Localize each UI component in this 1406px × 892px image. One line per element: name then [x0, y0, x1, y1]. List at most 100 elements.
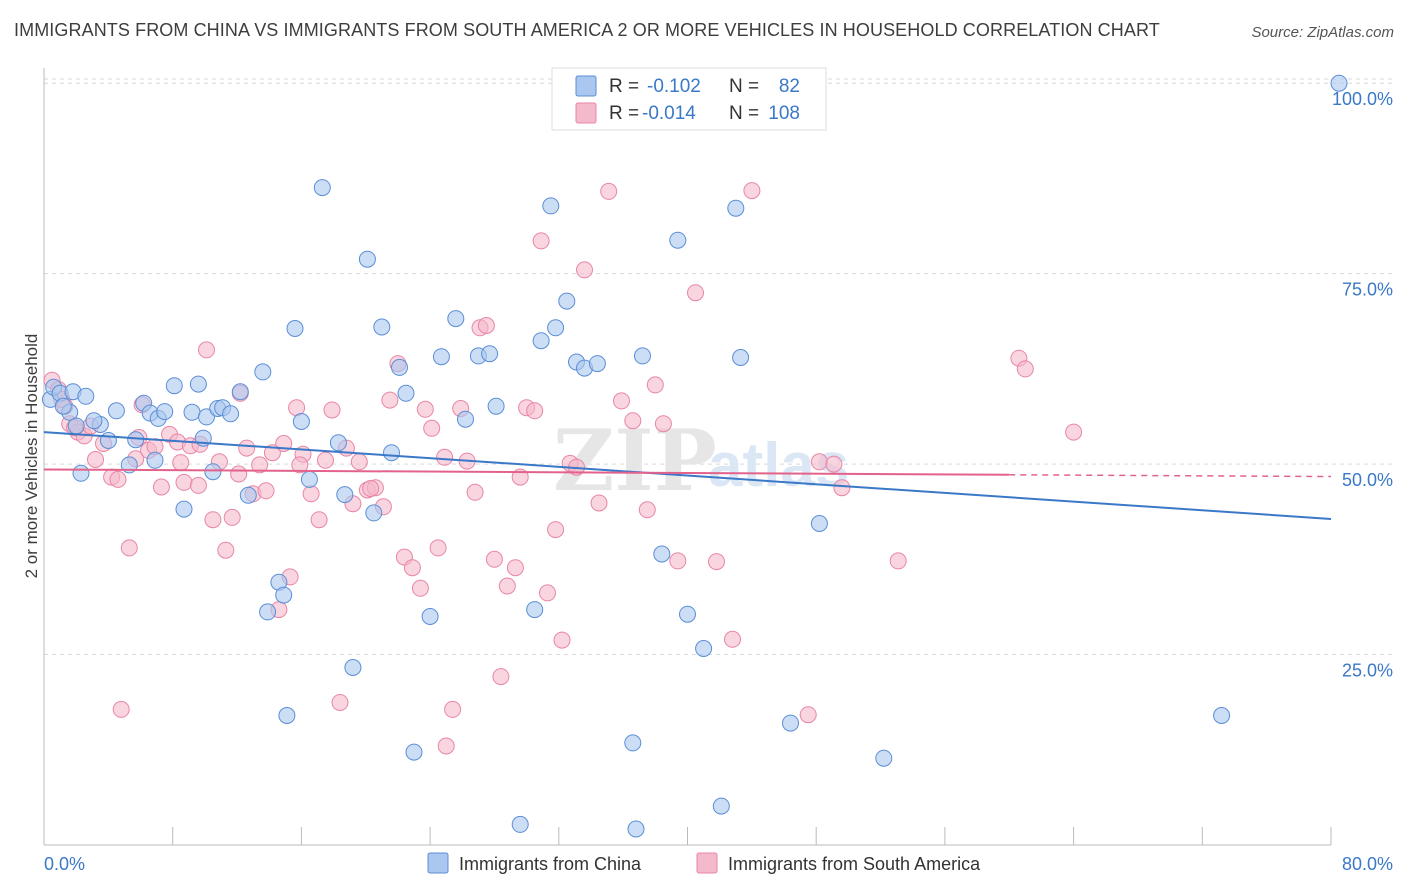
south-america-point: [444, 700, 462, 718]
south-america-trend-extension: [1009, 474, 1332, 478]
china-point: [275, 586, 293, 604]
south-america-point: [553, 631, 571, 649]
y-tick-label: 75.0%: [1342, 280, 1393, 300]
china-point: [175, 500, 193, 518]
south-america-point: [624, 412, 642, 430]
bottom-legend-label-china: Immigrants from China: [459, 854, 642, 874]
china-point: [254, 363, 272, 381]
south-america-point: [109, 470, 127, 488]
south-america-point: [251, 456, 269, 474]
china-point: [77, 387, 95, 405]
south-america-point: [477, 317, 495, 334]
china-point: [397, 384, 415, 402]
y-tick-label: 100.0%: [1332, 89, 1393, 109]
china-point: [329, 434, 347, 452]
south-america-point: [799, 706, 817, 724]
china-point: [588, 355, 606, 373]
south-america-point: [547, 521, 565, 539]
china-point: [358, 250, 376, 268]
china-point: [286, 320, 304, 337]
south-america-point: [323, 401, 341, 419]
china-point: [487, 397, 505, 415]
legend-r-value-2: -0.014: [642, 103, 696, 124]
china-point: [107, 402, 125, 420]
south-america-point: [638, 501, 656, 519]
south-america-point: [1065, 423, 1083, 441]
china-point: [336, 486, 354, 504]
south-america-point: [437, 737, 455, 755]
china-point: [653, 545, 671, 563]
china-trend-line: [43, 431, 1332, 520]
china-point: [1330, 74, 1348, 92]
china-point: [405, 743, 423, 761]
china-point: [383, 444, 400, 462]
south-america-point: [217, 541, 235, 559]
south-america-point: [416, 400, 434, 418]
south-america-point: [687, 284, 704, 302]
legend-swatch-china: [575, 75, 597, 97]
south-america-point: [526, 402, 544, 420]
china-point: [313, 179, 331, 197]
south-america-point: [539, 584, 556, 602]
china-point: [189, 375, 207, 393]
china-point: [457, 410, 474, 428]
y-tick-label: 25.0%: [1342, 661, 1393, 681]
south-america-point: [302, 485, 320, 503]
south-america-point: [889, 552, 907, 570]
china-point: [373, 318, 391, 336]
china-point: [634, 347, 651, 365]
china-point: [146, 451, 164, 469]
south-america-point: [175, 473, 193, 491]
south-america-point: [172, 454, 190, 472]
x-tick-label: 0.0%: [44, 854, 85, 874]
south-america-point: [257, 482, 275, 500]
south-america-point: [87, 451, 104, 468]
china-point: [558, 292, 576, 310]
bottom-legend: Immigrants from China Immigrants from So…: [427, 852, 981, 874]
china-point: [222, 405, 240, 423]
south-america-point: [310, 511, 328, 529]
china-point: [99, 432, 117, 449]
south-america-point: [833, 479, 851, 497]
china-point: [1213, 707, 1231, 724]
legend-swatch-south-america: [575, 102, 597, 124]
south-america-point: [317, 451, 334, 469]
legend-r-label-1: R =: [609, 76, 639, 97]
china-point: [627, 820, 645, 838]
china-point: [875, 749, 893, 767]
south-america-point: [331, 694, 349, 711]
south-america-point: [724, 630, 741, 648]
china-point: [54, 397, 72, 415]
china-point: [156, 403, 174, 421]
south-america-point: [429, 539, 447, 557]
legend-n-label-1: N =: [729, 76, 759, 97]
china-point: [67, 417, 85, 435]
china-point: [127, 431, 145, 449]
china-point: [85, 412, 103, 430]
south-america-point: [532, 232, 550, 250]
legend-r-value-1: -0.102: [647, 76, 701, 97]
south-america-point: [423, 419, 441, 437]
china-point: [511, 815, 529, 833]
china-point: [300, 470, 318, 488]
source-credit: Source: ZipAtlas.com: [1251, 24, 1394, 41]
south-america-point: [112, 700, 130, 718]
trend-lines: [43, 431, 1332, 520]
china-point: [365, 504, 383, 522]
axes: 25.0% 50.0% 75.0% 100.0% 0.0% 80.0%: [43, 68, 1393, 874]
china-point: [532, 332, 550, 350]
china-point: [712, 797, 730, 815]
y-axis-label: 2 or more Vehicles in Household: [22, 334, 41, 579]
bottom-legend-swatch-south-america: [696, 852, 718, 874]
south-america-point: [436, 448, 454, 466]
legend-n-label-2: N =: [729, 103, 759, 124]
south-america-point: [1016, 360, 1034, 378]
china-point: [695, 640, 713, 657]
south-america-point: [492, 668, 510, 686]
x-tick-label: 80.0%: [1342, 854, 1393, 874]
china-point: [432, 348, 450, 366]
china-point: [183, 403, 201, 421]
legend-n-value-1: 82: [779, 76, 800, 97]
south-america-point: [485, 550, 503, 568]
